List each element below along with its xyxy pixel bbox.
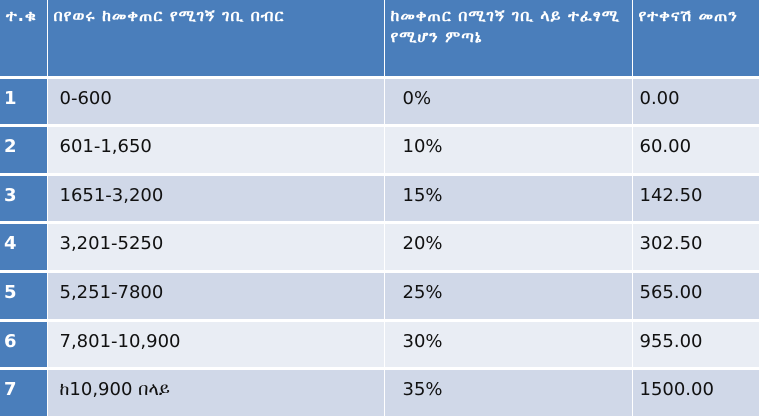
deduction-amount: 565.00 (631, 271, 759, 322)
table-row: 4 3,201-5250 20% 302.50 (0, 222, 759, 274)
header-monthly-income: በየወሩ ከመቀጠር የሚገኝ ገቢ በብር (46, 0, 384, 79)
income-range: 5,251-7800 (46, 271, 384, 322)
deduction-amount: 1500.00 (631, 368, 759, 419)
row-number: 3 (0, 174, 47, 225)
header-tax-rate: ከመቀጠር በሚገኝ ገቢ ላይ ተፈፃሚ የሚሆን ምጣኔ (383, 0, 632, 79)
deduction-amount: 955.00 (631, 320, 759, 371)
tax-rate: 35% (383, 368, 632, 419)
row-number: 7 (0, 368, 47, 419)
deduction-amount: 0.00 (631, 77, 759, 128)
header-deduction-amount: የተቀናሽ መጠን (631, 0, 759, 79)
deduction-amount: 60.00 (631, 125, 759, 176)
tax-rate: 30% (383, 320, 632, 371)
header-row: ተ.ቁ በየወሩ ከመቀጠር የሚገኝ ገቢ በብር ከመቀጠር በሚገኝ ገቢ… (0, 0, 759, 79)
tax-rate: 10% (383, 125, 632, 176)
deduction-amount: 142.50 (631, 174, 759, 225)
row-number: 6 (0, 320, 47, 371)
row-number: 4 (0, 222, 47, 274)
income-range: 7,801-10,900 (46, 320, 384, 371)
row-number: 5 (0, 271, 47, 322)
row-number: 2 (0, 125, 47, 176)
table-row: 1 0-600 0% 0.00 (0, 77, 759, 128)
table-row: 7 ከ10,900 በላይ 35% 1500.00 (0, 368, 759, 419)
income-range: 1651-3,200 (46, 174, 384, 225)
tax-rate: 25% (383, 271, 632, 322)
row-number: 1 (0, 77, 47, 128)
deduction-amount: 302.50 (631, 222, 759, 274)
table-row: 2 601-1,650 10% 60.00 (0, 125, 759, 176)
tax-rate: 15% (383, 174, 632, 225)
header-serial-number: ተ.ቁ (0, 0, 47, 79)
income-range: 601-1,650 (46, 125, 384, 176)
tax-rate: 0% (383, 77, 632, 128)
tax-rate: 20% (383, 222, 632, 274)
income-range: 3,201-5250 (46, 222, 384, 274)
table-row: 3 1651-3,200 15% 142.50 (0, 174, 759, 225)
table-row: 6 7,801-10,900 30% 955.00 (0, 320, 759, 371)
income-range: 0-600 (46, 77, 384, 128)
table-row: 5 5,251-7800 25% 565.00 (0, 271, 759, 322)
income-range: ከ10,900 በላይ (46, 368, 384, 419)
